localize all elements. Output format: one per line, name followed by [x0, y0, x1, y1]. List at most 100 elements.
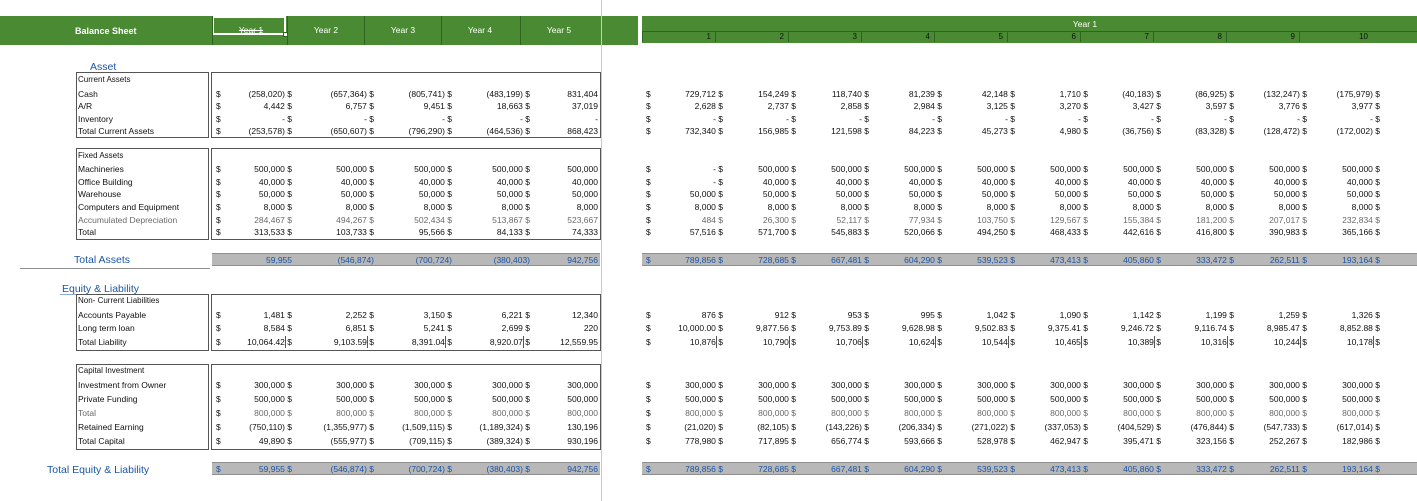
month-value-12-0[interactable]: 10,876 $	[689, 337, 723, 347]
month-value-15-1[interactable]: 800,000 $	[758, 408, 796, 418]
year-value-17-3[interactable]: (389,324) $	[486, 436, 530, 446]
month-value-4-8[interactable]: 500,000 $	[1269, 164, 1307, 174]
year-value-1-0[interactable]: 4,442 $	[263, 101, 292, 111]
month-value-0-1[interactable]: 154,249 $	[758, 89, 796, 99]
month-value-9-1[interactable]: 571,700 $	[758, 227, 796, 237]
month-value-7-6[interactable]: 8,000 $	[1132, 202, 1161, 212]
year-value-14-2[interactable]: 500,000 $	[414, 394, 452, 404]
year-value-1-4[interactable]: 37,019	[572, 101, 598, 111]
year-value-4-0[interactable]: 500,000 $	[254, 164, 292, 174]
month-value-13-7[interactable]: 300,000 $	[1196, 380, 1234, 390]
month-value-9-8[interactable]: 390,983 $	[1269, 227, 1307, 237]
month-value-4-5[interactable]: 500,000 $	[1050, 164, 1088, 174]
year-header-3[interactable]: Year 3	[364, 16, 441, 45]
month-value-16-8[interactable]: (547,733) $	[1263, 422, 1307, 432]
month-value-8-6[interactable]: 155,384 $	[1123, 215, 1161, 225]
month-value-0-0[interactable]: 729,712 $	[685, 89, 723, 99]
month-value-3-6[interactable]: (36,756) $	[1122, 126, 1161, 136]
month-value-12-3[interactable]: 10,624 $	[908, 337, 942, 347]
year-value-2-0[interactable]: - $	[282, 114, 292, 124]
year-value-11-0[interactable]: 8,584 $	[263, 323, 292, 333]
year-value-7-3[interactable]: 8,000 $	[501, 202, 530, 212]
total-assets-year-2[interactable]: (700,724)	[415, 255, 452, 265]
month-value-7-5[interactable]: 8,000 $	[1059, 202, 1088, 212]
month-value-12-5[interactable]: 10,465 $	[1054, 337, 1088, 347]
year-value-15-2[interactable]: 800,000 $	[414, 408, 452, 418]
month-value-17-5[interactable]: 462,947 $	[1050, 436, 1088, 446]
total-assets-month-5[interactable]: 473,413 $	[1050, 255, 1088, 265]
month-value-13-4[interactable]: 300,000 $	[977, 380, 1015, 390]
month-value-5-3[interactable]: 40,000 $	[908, 177, 942, 187]
total-assets-month-4[interactable]: 539,523 $	[977, 255, 1015, 265]
year-value-7-2[interactable]: 8,000 $	[423, 202, 452, 212]
year-value-3-4[interactable]: 868,423	[567, 126, 598, 136]
month-value-8-7[interactable]: 181,200 $	[1196, 215, 1234, 225]
year-value-15-0[interactable]: 800,000 $	[254, 408, 292, 418]
month-value-2-4[interactable]: - $	[1005, 114, 1015, 124]
month-value-4-1[interactable]: 500,000 $	[758, 164, 796, 174]
month-value-17-6[interactable]: 395,471 $	[1123, 436, 1161, 446]
year-value-13-0[interactable]: 300,000 $	[254, 380, 292, 390]
month-value-16-2[interactable]: (143,226) $	[825, 422, 869, 432]
month-value-13-6[interactable]: 300,000 $	[1123, 380, 1161, 390]
year-value-6-4[interactable]: 50,000	[572, 189, 598, 199]
year-value-5-0[interactable]: 40,000 $	[258, 177, 292, 187]
month-value-9-0[interactable]: 57,516 $	[689, 227, 723, 237]
month-value-12-8[interactable]: 10,244 $	[1273, 337, 1307, 347]
month-value-4-3[interactable]: 500,000 $	[904, 164, 942, 174]
month-value-13-8[interactable]: 300,000 $	[1269, 380, 1307, 390]
month-value-8-8[interactable]: 207,017 $	[1269, 215, 1307, 225]
month-value-17-8[interactable]: 252,267 $	[1269, 436, 1307, 446]
month-value-13-5[interactable]: 300,000 $	[1050, 380, 1088, 390]
year-value-8-3[interactable]: 513,867 $	[492, 215, 530, 225]
year-value-15-4[interactable]: 800,000	[567, 408, 598, 418]
year-value-3-1[interactable]: (650,607) $	[330, 126, 374, 136]
month-value-1-2[interactable]: 2,858 $	[840, 101, 869, 111]
month-value-6-6[interactable]: 50,000 $	[1127, 189, 1161, 199]
month-value-17-3[interactable]: 593,666 $	[904, 436, 942, 446]
month-value-12-7[interactable]: 10,316 $	[1200, 337, 1234, 347]
year-value-14-4[interactable]: 500,000	[567, 394, 598, 404]
year-value-10-0[interactable]: 1,481 $	[263, 310, 292, 320]
month-header-3[interactable]: 3	[788, 31, 857, 42]
month-value-17-7[interactable]: 323,156 $	[1196, 436, 1234, 446]
month-value-16-4[interactable]: (271,022) $	[971, 422, 1015, 432]
month-value-5-8[interactable]: 40,000 $	[1273, 177, 1307, 187]
year-header-4[interactable]: Year 4	[441, 16, 518, 45]
month-header-6[interactable]: 6	[1007, 31, 1076, 42]
year-value-12-4[interactable]: 12,559.95	[560, 337, 598, 347]
year-value-16-4[interactable]: 130,196	[567, 422, 598, 432]
month-value-10-1[interactable]: 912 $	[774, 310, 796, 320]
total-equity-month-7[interactable]: 333,472 $	[1196, 464, 1234, 474]
year-value-4-1[interactable]: 500,000 $	[336, 164, 374, 174]
month-value-5-0[interactable]: - $	[713, 177, 723, 187]
month-value-11-1[interactable]: 9,877.56 $	[755, 323, 796, 333]
month-header-1[interactable]: 1	[642, 31, 711, 42]
month-header-4[interactable]: 4	[861, 31, 930, 42]
month-value-8-9[interactable]: 232,834 $	[1342, 215, 1380, 225]
month-value-3-9[interactable]: (172,002) $	[1336, 126, 1380, 136]
year-value-9-4[interactable]: 74,333	[572, 227, 598, 237]
month-value-8-4[interactable]: 103,750 $	[977, 215, 1015, 225]
month-value-0-4[interactable]: 42,148 $	[981, 89, 1015, 99]
year-value-13-1[interactable]: 300,000 $	[336, 380, 374, 390]
month-value-16-6[interactable]: (404,529) $	[1117, 422, 1161, 432]
month-value-7-4[interactable]: 8,000 $	[986, 202, 1015, 212]
month-value-1-6[interactable]: 3,427 $	[1132, 101, 1161, 111]
total-equity-month-4[interactable]: 539,523 $	[977, 464, 1015, 474]
year-value-13-2[interactable]: 300,000 $	[414, 380, 452, 390]
year-value-7-0[interactable]: 8,000 $	[263, 202, 292, 212]
year-value-5-4[interactable]: 40,000	[572, 177, 598, 187]
month-header-5[interactable]: 5	[934, 31, 1003, 42]
month-value-4-9[interactable]: 500,000 $	[1342, 164, 1380, 174]
year-header-5[interactable]: Year 5	[520, 16, 597, 45]
month-value-5-4[interactable]: 40,000 $	[981, 177, 1015, 187]
month-value-3-3[interactable]: 84,223 $	[908, 126, 942, 136]
month-value-0-5[interactable]: 1,710 $	[1059, 89, 1088, 99]
month-value-14-9[interactable]: 500,000 $	[1342, 394, 1380, 404]
total-assets-year-4[interactable]: 942,756	[567, 255, 598, 265]
year-value-16-3[interactable]: (1,189,324) $	[479, 422, 530, 432]
year-value-2-2[interactable]: - $	[442, 114, 452, 124]
year-value-6-2[interactable]: 50,000 $	[418, 189, 452, 199]
month-value-1-1[interactable]: 2,737 $	[767, 101, 796, 111]
